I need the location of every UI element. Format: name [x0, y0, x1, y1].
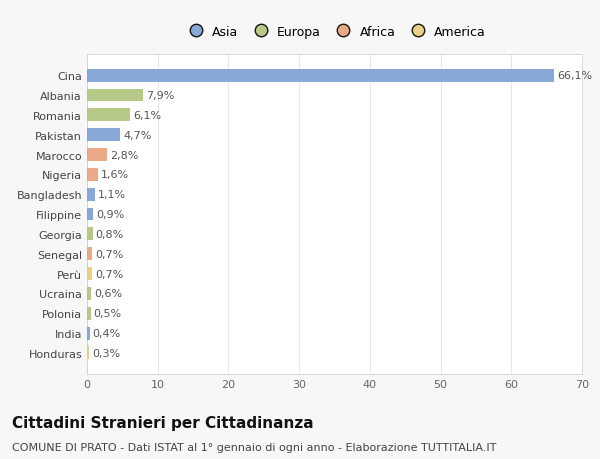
Text: 1,6%: 1,6%	[101, 170, 129, 180]
Text: 0,4%: 0,4%	[92, 328, 121, 338]
Text: Cittadini Stranieri per Cittadinanza: Cittadini Stranieri per Cittadinanza	[12, 415, 314, 431]
Bar	[87, 129, 120, 142]
Text: 0,7%: 0,7%	[95, 269, 123, 279]
Bar	[87, 109, 130, 122]
Text: 0,5%: 0,5%	[94, 308, 121, 319]
Bar	[87, 70, 554, 83]
Bar	[87, 307, 91, 320]
Bar	[87, 347, 89, 359]
Text: 0,7%: 0,7%	[95, 249, 123, 259]
Text: COMUNE DI PRATO - Dati ISTAT al 1° gennaio di ogni anno - Elaborazione TUTTITALI: COMUNE DI PRATO - Dati ISTAT al 1° genna…	[12, 442, 496, 452]
Text: 1,1%: 1,1%	[98, 190, 126, 200]
Bar	[87, 248, 92, 261]
Text: 0,8%: 0,8%	[95, 230, 124, 239]
Text: 0,9%: 0,9%	[96, 210, 124, 219]
Bar	[87, 268, 92, 280]
Bar	[87, 90, 143, 102]
Text: 2,8%: 2,8%	[110, 150, 138, 160]
Bar	[87, 228, 92, 241]
Text: 66,1%: 66,1%	[557, 71, 592, 81]
Bar	[87, 168, 98, 181]
Text: 0,6%: 0,6%	[94, 289, 122, 299]
Text: 4,7%: 4,7%	[123, 130, 151, 140]
Bar	[87, 208, 94, 221]
Text: 0,3%: 0,3%	[92, 348, 120, 358]
Bar	[87, 287, 91, 300]
Legend: Asia, Europa, Africa, America: Asia, Europa, Africa, America	[181, 23, 488, 41]
Text: 6,1%: 6,1%	[133, 111, 161, 121]
Bar	[87, 149, 107, 162]
Bar	[87, 327, 90, 340]
Text: 7,9%: 7,9%	[146, 91, 174, 101]
Bar	[87, 188, 95, 201]
